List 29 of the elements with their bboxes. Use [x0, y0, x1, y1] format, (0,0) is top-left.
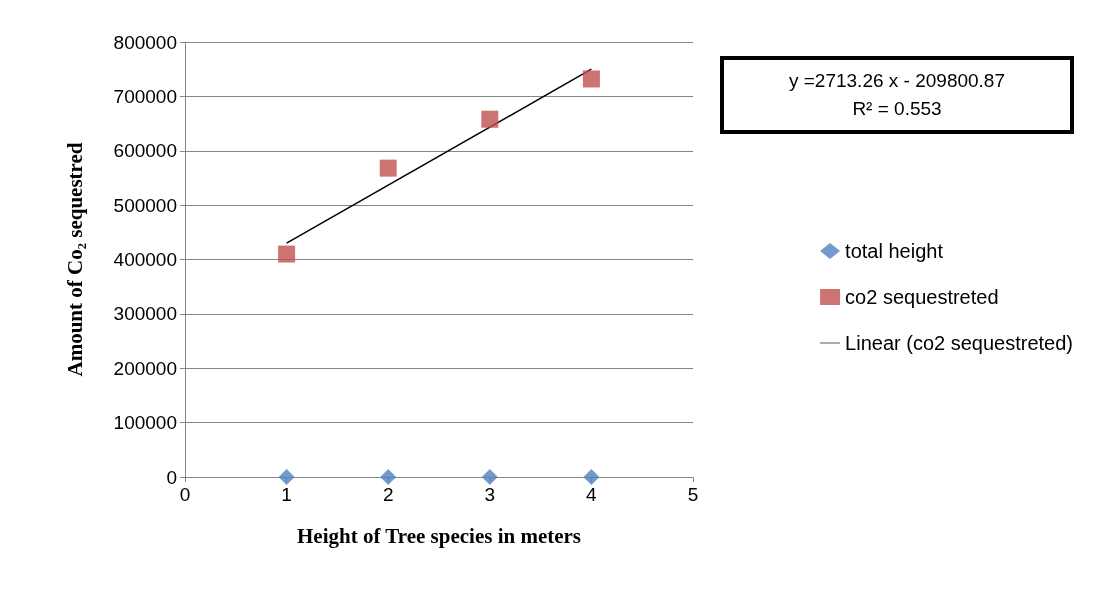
- x-tick-label: 5: [687, 484, 699, 505]
- point: [278, 245, 296, 263]
- y-tick-label: 500000: [113, 194, 177, 216]
- x-tick-label: 2: [382, 484, 394, 505]
- y-tick-label: 0: [166, 466, 177, 488]
- x-tick-label: 4: [586, 484, 598, 505]
- y-tick-label: 400000: [113, 249, 177, 270]
- x-axis-title: Height of Tree species in meters: [296, 523, 582, 548]
- y-axis-title: Amount of Co₂ sequestred: [62, 142, 87, 377]
- y-tick-label: 200000: [113, 357, 177, 379]
- x-tick-label: 3: [484, 484, 496, 505]
- equation-box: y =2713.26 x - 209800.87 R² = 0.553: [720, 56, 1074, 134]
- legend-label: co2 sequestreted: [845, 286, 999, 308]
- point: [278, 469, 295, 485]
- x-tick-label: 1: [281, 484, 292, 505]
- point: [379, 159, 397, 177]
- point: [481, 110, 499, 128]
- point: [481, 469, 498, 485]
- y-tick-label: 300000: [113, 303, 177, 325]
- y-tick-label: 600000: [113, 140, 177, 162]
- point: [380, 469, 397, 485]
- y-tick-label: 700000: [113, 85, 177, 107]
- x-tick-label: 0: [179, 484, 191, 505]
- point: [583, 469, 600, 485]
- y-tick-label: 100000: [113, 412, 177, 434]
- legend-label: total height: [845, 240, 944, 262]
- point: [582, 70, 600, 88]
- y-tick-label: 800000: [113, 31, 177, 53]
- legend-label: Linear (co2 sequestreted): [845, 332, 1074, 354]
